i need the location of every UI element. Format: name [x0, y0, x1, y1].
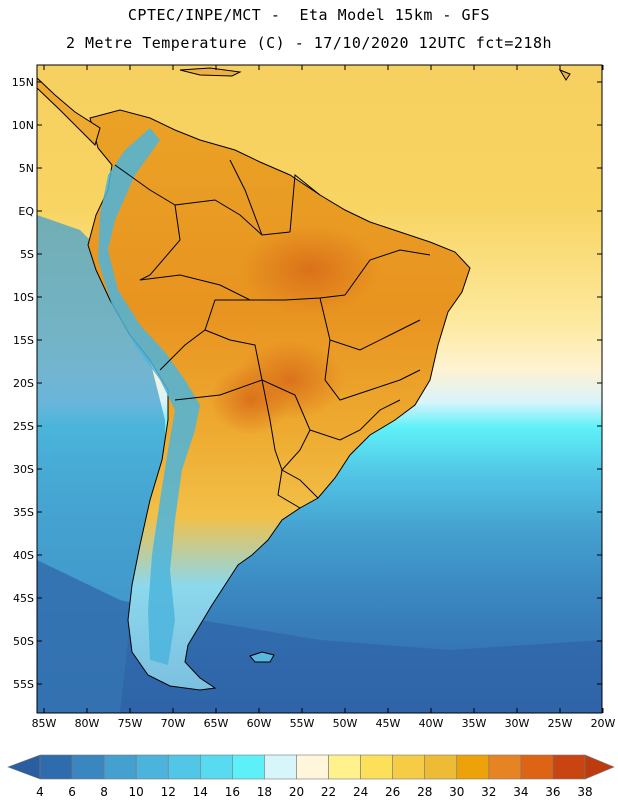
latitude-axis: 15N 10N 5N EQ 5S 10S 15S 20S 25S 30S 35S 40S 45S 50S 5…	[12, 76, 602, 691]
falkland-islands	[249, 651, 275, 663]
colorbar-label: 16	[225, 785, 240, 799]
lon-tick-label: 30W	[505, 717, 530, 730]
colorbar-label: 26	[385, 785, 400, 799]
lat-tick-label: 5N	[19, 162, 34, 175]
colorbar-label: 24	[353, 785, 368, 799]
chart-title-line-1: CPTEC/INPE/MCT - Eta Model 15km - GFS	[127, 6, 491, 24]
lat-tick-label: 50S	[13, 635, 34, 648]
colorbar-label: 10	[129, 785, 144, 799]
colorbar-swatch	[392, 754, 426, 780]
colorbar-label: 38	[577, 785, 592, 799]
colorbar-label: 22	[321, 785, 336, 799]
lat-tick-label: 15N	[12, 76, 34, 89]
colorbar-label: 18	[257, 785, 272, 799]
colorbar-swatch	[424, 754, 458, 780]
colorbar-swatch	[71, 754, 105, 780]
colorbar-label: 36	[545, 785, 560, 799]
colorbar-swatch	[199, 754, 233, 780]
colorbar-label: 12	[161, 785, 176, 799]
hot-spot-chaco	[210, 365, 290, 435]
colorbar-swatch	[328, 754, 361, 780]
lon-tick-label: 35W	[462, 717, 487, 730]
lat-tick-label: 25S	[13, 420, 34, 433]
lon-tick-label: 65W	[204, 717, 229, 730]
colorbar-swatch	[39, 754, 73, 780]
colorbar-high-arrow	[584, 754, 615, 780]
lat-tick-label: 15S	[13, 334, 34, 347]
lat-tick-label: 45S	[13, 592, 34, 605]
chart-title-line-2: 2 Metre Temperature (C) - 17/10/2020 12U…	[65, 34, 553, 52]
andes-cool-strip	[98, 128, 200, 665]
map-frame	[36, 64, 603, 714]
colorbar-label: 30	[449, 785, 464, 799]
hot-spot-amazon	[240, 225, 380, 315]
colorbar-label: 6	[68, 785, 76, 799]
lat-tick-label: 35S	[13, 506, 34, 519]
colorbar-label: 32	[481, 785, 496, 799]
lat-tick-label: 10S	[13, 291, 34, 304]
lon-tick-label: 25W	[548, 717, 573, 730]
longitude-axis: 85W 80W 75W 70W 65W 60W 55W 50W 45W 40W 35W 30W 25W 2…	[32, 65, 616, 730]
lat-tick-label: 5S	[20, 248, 34, 261]
colorbar-label: 8	[100, 785, 108, 799]
lon-tick-label: 55W	[290, 717, 315, 730]
colorbar-swatch	[103, 754, 137, 780]
colorbar-swatch	[360, 754, 393, 780]
lon-tick-label: 70W	[161, 717, 186, 730]
central-america-landmass	[37, 77, 101, 146]
lat-tick-label: EQ	[18, 205, 34, 218]
lon-tick-label: 80W	[75, 717, 100, 730]
lat-tick-label: 55S	[13, 678, 34, 691]
lon-tick-label: 40W	[419, 717, 444, 730]
caribbean-islands	[179, 67, 571, 81]
lon-tick-label: 45W	[376, 717, 401, 730]
colorbar-swatch	[264, 754, 297, 780]
lon-tick-label: 60W	[247, 717, 272, 730]
colorbar-swatch	[488, 754, 522, 780]
colorbar-label: 20	[289, 785, 304, 799]
colorbar-swatch	[456, 754, 490, 780]
lon-tick-label: 75W	[118, 717, 143, 730]
lat-tick-label: 40S	[13, 549, 34, 562]
lat-tick-label: 30S	[13, 463, 34, 476]
colorbar-swatch	[232, 754, 265, 780]
colorbar-label: 4	[36, 785, 44, 799]
colorbar-label: 34	[513, 785, 528, 799]
colorbar-swatch	[296, 754, 329, 780]
lat-tick-label: 10N	[12, 119, 34, 132]
colorbar-swatch	[552, 754, 586, 780]
lat-tick-label: 20S	[13, 377, 34, 390]
colorbar-label: 14	[193, 785, 208, 799]
lon-tick-label: 50W	[333, 717, 358, 730]
colorbar-swatch	[167, 754, 201, 780]
colorbar-low-arrow	[7, 754, 41, 780]
lon-tick-label: 20W	[591, 717, 616, 730]
lon-tick-label: 85W	[32, 717, 57, 730]
colorbar-label: 28	[417, 785, 432, 799]
temperature-colorbar: 4 6 8 10 12 14 16 18 20 22 24 26 28 30 32 34 36 38	[7, 754, 615, 799]
country-borders	[114, 159, 431, 509]
colorbar-swatch	[135, 754, 169, 780]
colorbar-swatch	[520, 754, 554, 780]
